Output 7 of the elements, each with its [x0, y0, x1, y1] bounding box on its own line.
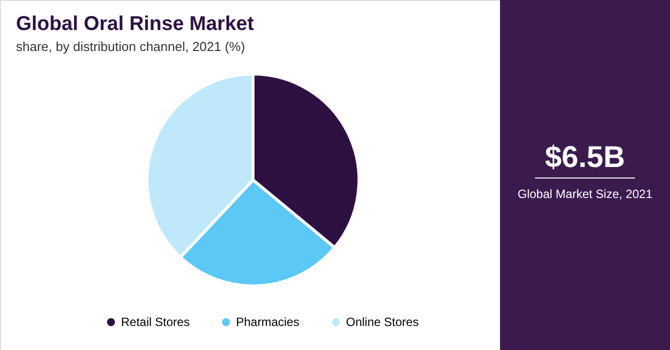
legend-label: Retail Stores: [121, 315, 190, 330]
legend-label: Pharmacies: [236, 315, 300, 330]
text: Global Market Size, 2021: [518, 187, 653, 201]
legend-label: Online Stores: [346, 315, 419, 330]
text: $6.5B: [544, 141, 626, 174]
chart-title: Global Oral Rinse Market: [16, 13, 254, 35]
chart-subtitle: share, by distribution channel, 2021 (%): [16, 39, 246, 54]
